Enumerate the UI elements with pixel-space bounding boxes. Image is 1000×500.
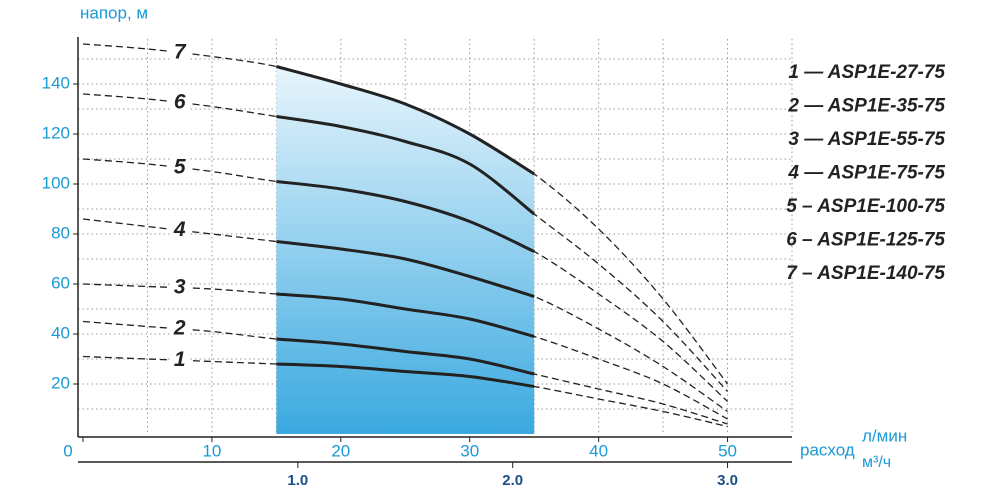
- x2-tick-label: 2.0: [502, 472, 523, 489]
- curve-operating: [276, 362, 535, 388]
- curve-label-bg: [169, 348, 190, 371]
- curve-label-bg: [169, 218, 190, 241]
- x-tick-label: 30: [460, 441, 479, 460]
- y-tick-label: 100: [42, 173, 70, 192]
- curve-operating: [276, 240, 535, 298]
- y-tick-label: 60: [51, 273, 70, 292]
- curve-label: 3: [174, 275, 186, 298]
- curve-label: 4: [173, 218, 186, 241]
- x-tick-label: 10: [202, 441, 221, 460]
- curve-label: 7: [174, 40, 187, 63]
- y-tick-label: 40: [51, 323, 70, 342]
- legend-entry: 1 — ASP1E-27-75: [788, 62, 945, 83]
- curve-operating: [276, 292, 535, 338]
- x-tick-label: 20: [331, 441, 350, 460]
- axes: 20 40 60 80 100 120 140 0 10 20 30 40 50 1.0 2.0 3.0: [42, 37, 792, 489]
- x-axis-label: расход: [800, 440, 855, 459]
- y-tick-label: 140: [42, 73, 70, 92]
- operating-range: [276, 66, 535, 434]
- curve-label: 1: [174, 348, 186, 371]
- curve-label-bg: [169, 90, 190, 113]
- curve-operating: [275, 65, 535, 176]
- curve-label-bg: [169, 275, 190, 298]
- x2-tick-label: 3.0: [717, 472, 738, 489]
- x-tick-label: 0: [63, 441, 72, 460]
- curve-label-bg: [169, 40, 190, 63]
- x-tick-label: 40: [589, 441, 608, 460]
- curve-label-bg: [169, 317, 190, 339]
- curve-operating: [276, 337, 535, 376]
- y-axis-label: напор, м: [80, 3, 148, 22]
- x-tick-label: 50: [718, 441, 737, 460]
- curve-label-bg: [169, 155, 190, 178]
- curve-operating: [276, 180, 535, 253]
- curve-label: 2: [173, 317, 186, 340]
- y-tick-label: 80: [51, 223, 70, 242]
- curve-label: 5: [174, 155, 186, 178]
- y-tick-label: 20: [51, 373, 70, 392]
- x-unit: л/мин: [862, 426, 907, 445]
- curves: 1 2 3 4 5 6 7: [82, 40, 729, 428]
- legend-entry: 5 – ASP1E-100-75: [786, 196, 945, 217]
- y-tick-label: 120: [42, 123, 70, 142]
- legend-entry: 7 – ASP1E-140-75: [786, 263, 945, 284]
- operating-area: [276, 66, 535, 434]
- legend-entry: 6 – ASP1E-125-75: [786, 230, 945, 251]
- x2-tick-label: 1.0: [287, 472, 308, 489]
- legend-entry: 4 — ASP1E-75-75: [787, 163, 945, 184]
- curve-operating: [276, 115, 536, 216]
- legend-entry: 2 — ASP1E-35-75: [787, 96, 945, 117]
- x2-unit: м³/ч: [862, 454, 891, 471]
- legend-entry: 3 — ASP1E-55-75: [788, 129, 945, 150]
- curve-label: 6: [174, 90, 186, 113]
